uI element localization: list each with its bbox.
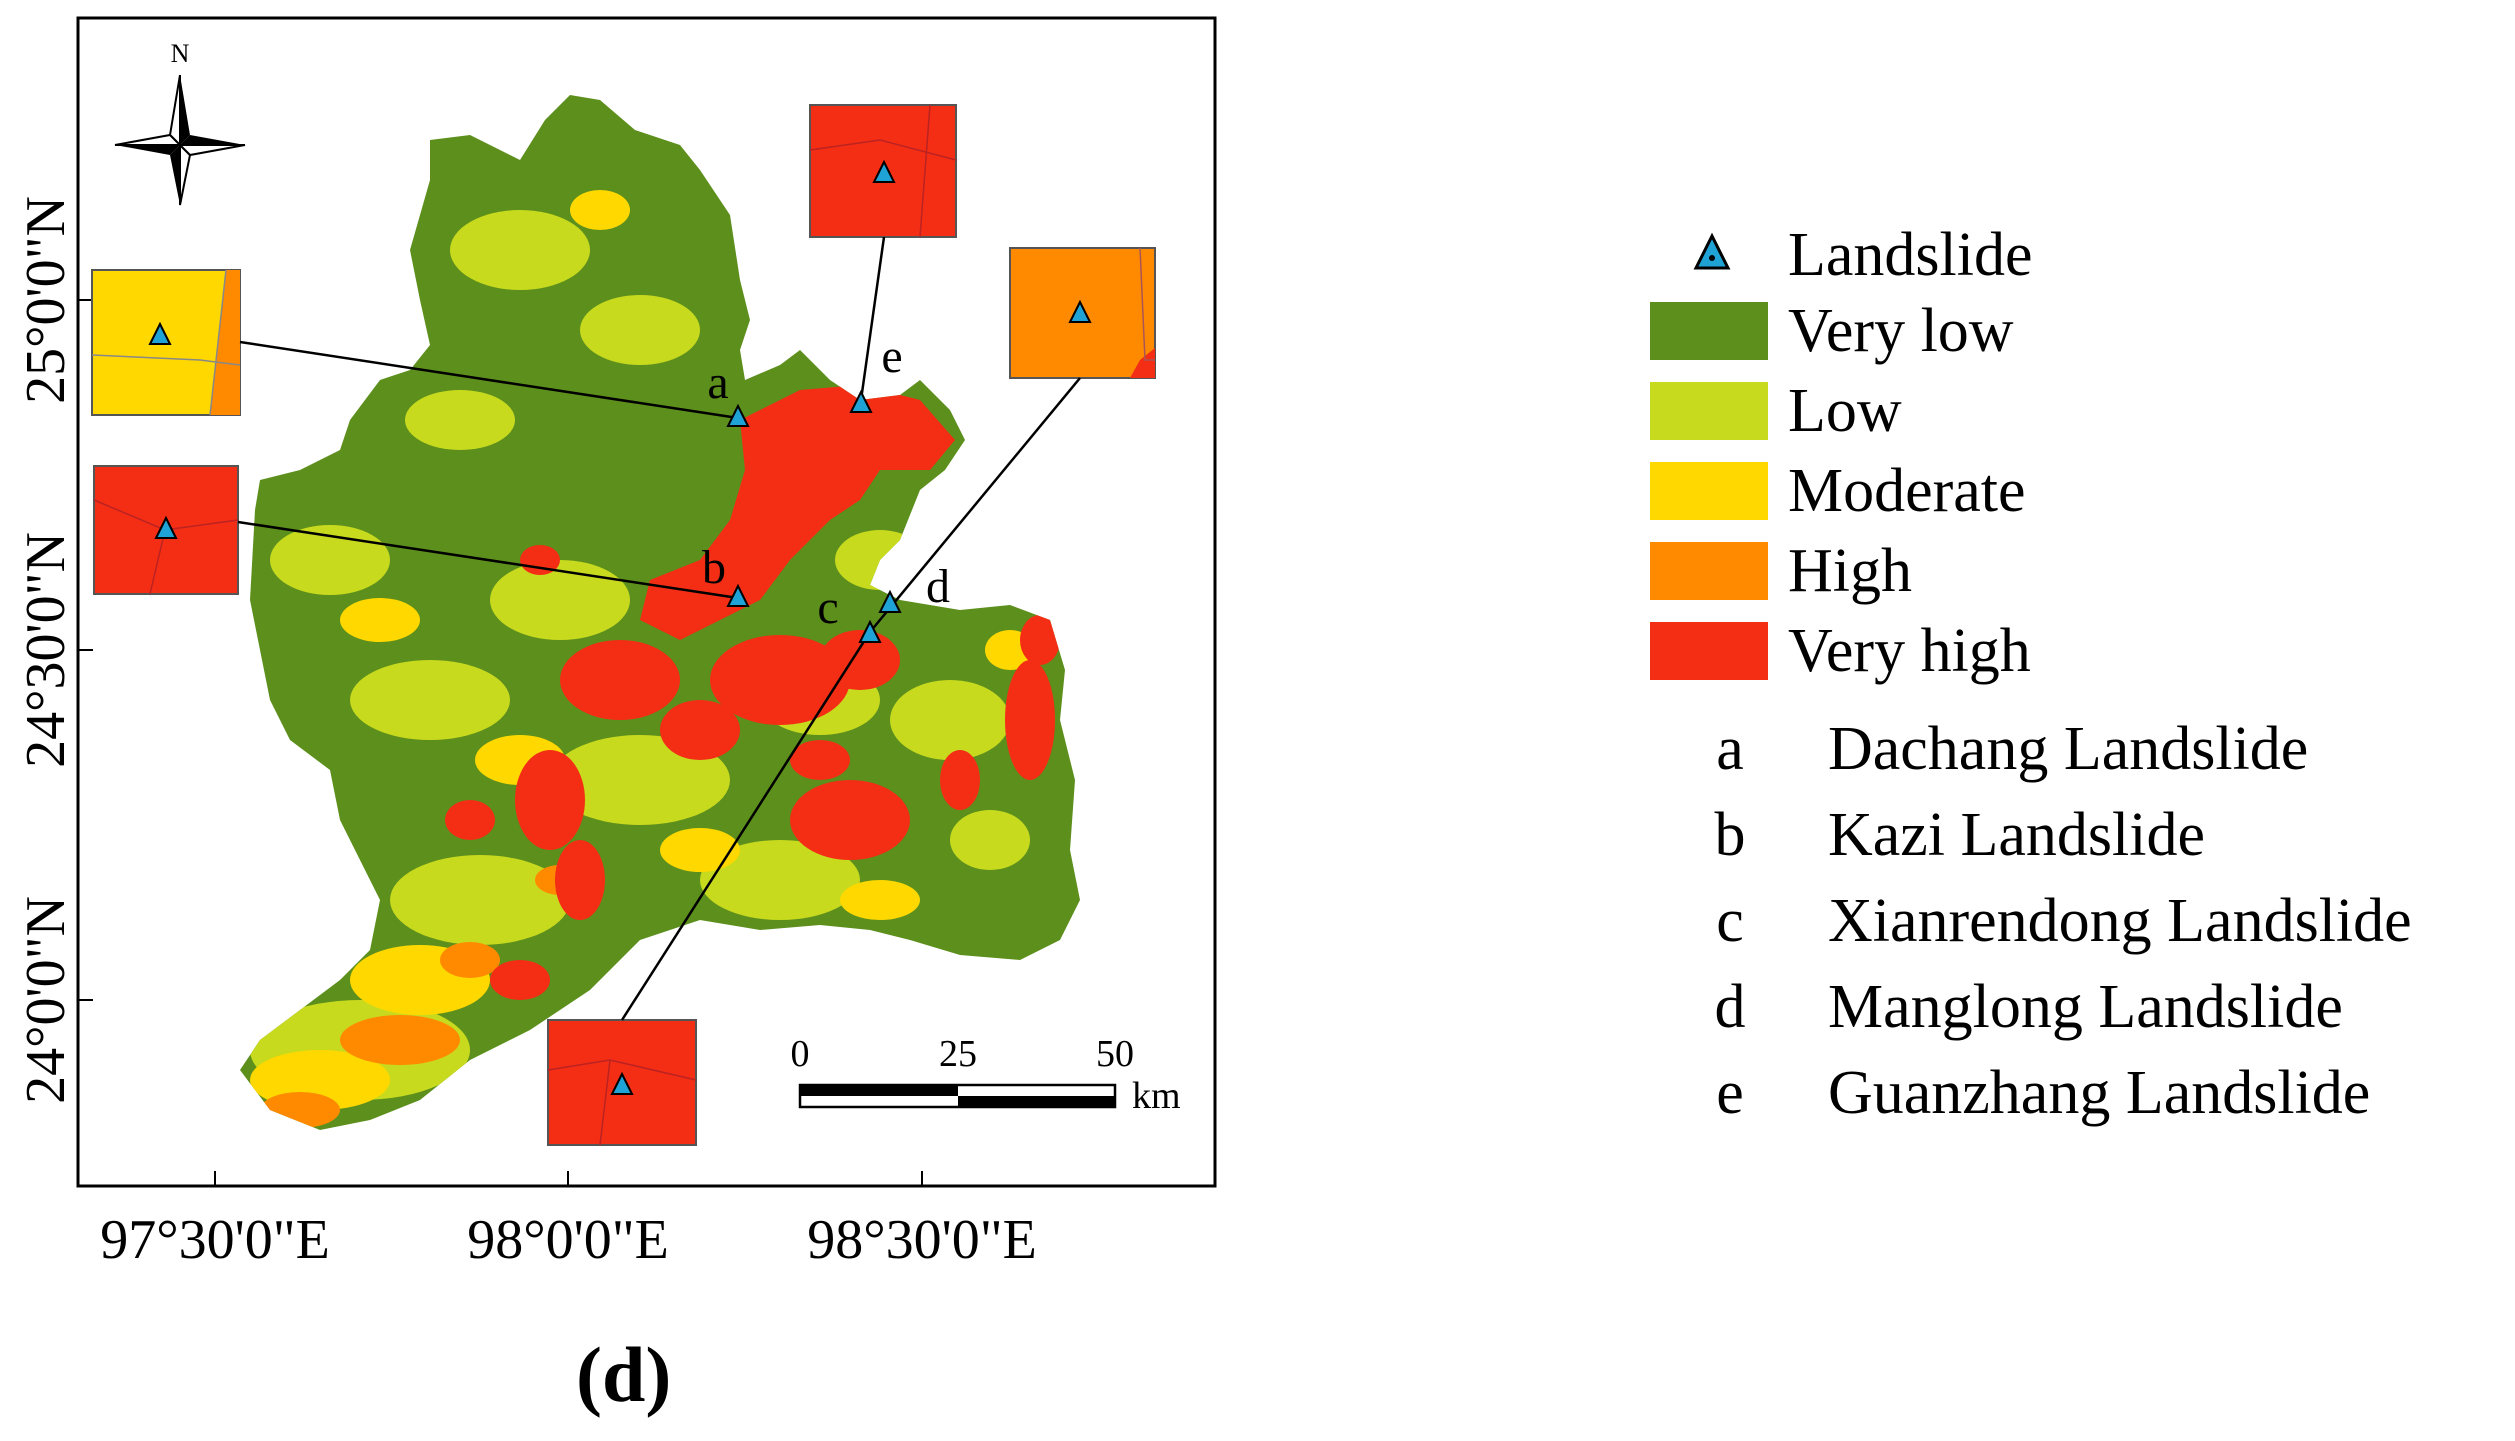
landslide-marker-icon [1068,299,1092,323]
lat-label: 25°0'0"N [15,196,77,404]
legend-class-very-high: Very high [1650,616,2031,686]
leader-lines [237,236,1081,1021]
legend-site-c: c Xianrendong Landslide [1650,886,2412,956]
site-letter: a [707,356,728,409]
map-markers [726,389,902,643]
panel-label: (d) [576,1331,672,1418]
legend-site-a: a Dachang Landslide [1650,714,2308,784]
landslide-marker-icon [154,515,178,539]
legend-swatch [1650,542,1768,600]
site-letter: e [881,330,902,383]
legend-class-very-low: Very low [1650,296,2014,366]
inset-b [93,465,239,595]
legend-class-label: Very high [1788,617,2031,685]
scale-tick-label: 0 [791,1033,810,1075]
legend-class-label: High [1788,537,1912,605]
legend-swatch [1650,622,1768,680]
legend-landslide-label: Landslide [1788,221,2033,289]
legend-site-name: Kazi Landslide [1828,801,2206,869]
landslide-marker-icon [610,1071,634,1095]
legend-site-name: Guanzhang Landslide [1828,1059,2371,1127]
scale-unit: km [1132,1075,1181,1117]
legend-class-moderate: Moderate [1650,456,2026,526]
graticule-ticks [78,299,923,1186]
scale-bar: 0 25 50 km [791,1033,1181,1117]
legend-class-label: Very low [1788,297,2014,365]
landslide-marker-icon [148,321,172,345]
legend-class-low: Low [1650,376,1902,446]
legend-site-letter: b [1714,800,1746,869]
legend-swatch [1650,382,1768,440]
legend-site-name: Manglong Landslide [1828,973,2343,1041]
north-arrow-icon: N [114,39,246,206]
landslide-marker-icon [872,159,896,183]
low-zones [250,210,1030,1100]
legend-site-name: Xianrendong Landslide [1828,887,2412,955]
lon-label: 97°30'0"E [100,1209,330,1271]
north-label: N [171,39,190,68]
lon-label: 98°30'0"E [807,1209,1037,1271]
legend-site-d: d Manglong Landslide [1650,972,2343,1042]
landslide-marker-icon [726,403,750,427]
legend-site-letter: e [1716,1058,1744,1127]
legend-class-label: Moderate [1788,457,2026,525]
landslide-marker-icon [858,619,882,643]
lat-label: 24°30'0"N [15,532,77,768]
landslide-marker-icon [849,389,873,413]
legend-site-letter: d [1714,972,1746,1041]
legend-class-high: High [1650,536,1912,606]
legend-site-name: Dachang Landslide [1828,715,2309,783]
legend-swatch [1650,302,1768,360]
landslide-marker-icon [726,583,750,607]
inset-markers [148,159,1092,1095]
inset-d [1009,247,1156,379]
site-letter: c [817,581,838,634]
site-letter: d [926,560,950,613]
lon-label: 98°0'0"E [467,1209,669,1271]
legend-landslide: Landslide [1650,220,2033,290]
scale-tick-label: 50 [1096,1033,1134,1075]
legend-site-e: e Guanzhang Landslide [1650,1058,2370,1128]
legend-site-letter: c [1716,886,1744,955]
legend-swatch [1650,462,1768,520]
legend-class-label: Low [1788,377,1902,445]
legend-site-letter: a [1716,714,1744,783]
lat-label: 24°0'0"N [15,896,77,1104]
scale-tick-label: 25 [939,1033,977,1075]
legend-site-b: b Kazi Landslide [1650,800,2206,870]
landslide-marker-icon [1693,232,1731,270]
landslide-marker-icon [878,589,902,613]
site-letter: b [702,541,726,594]
